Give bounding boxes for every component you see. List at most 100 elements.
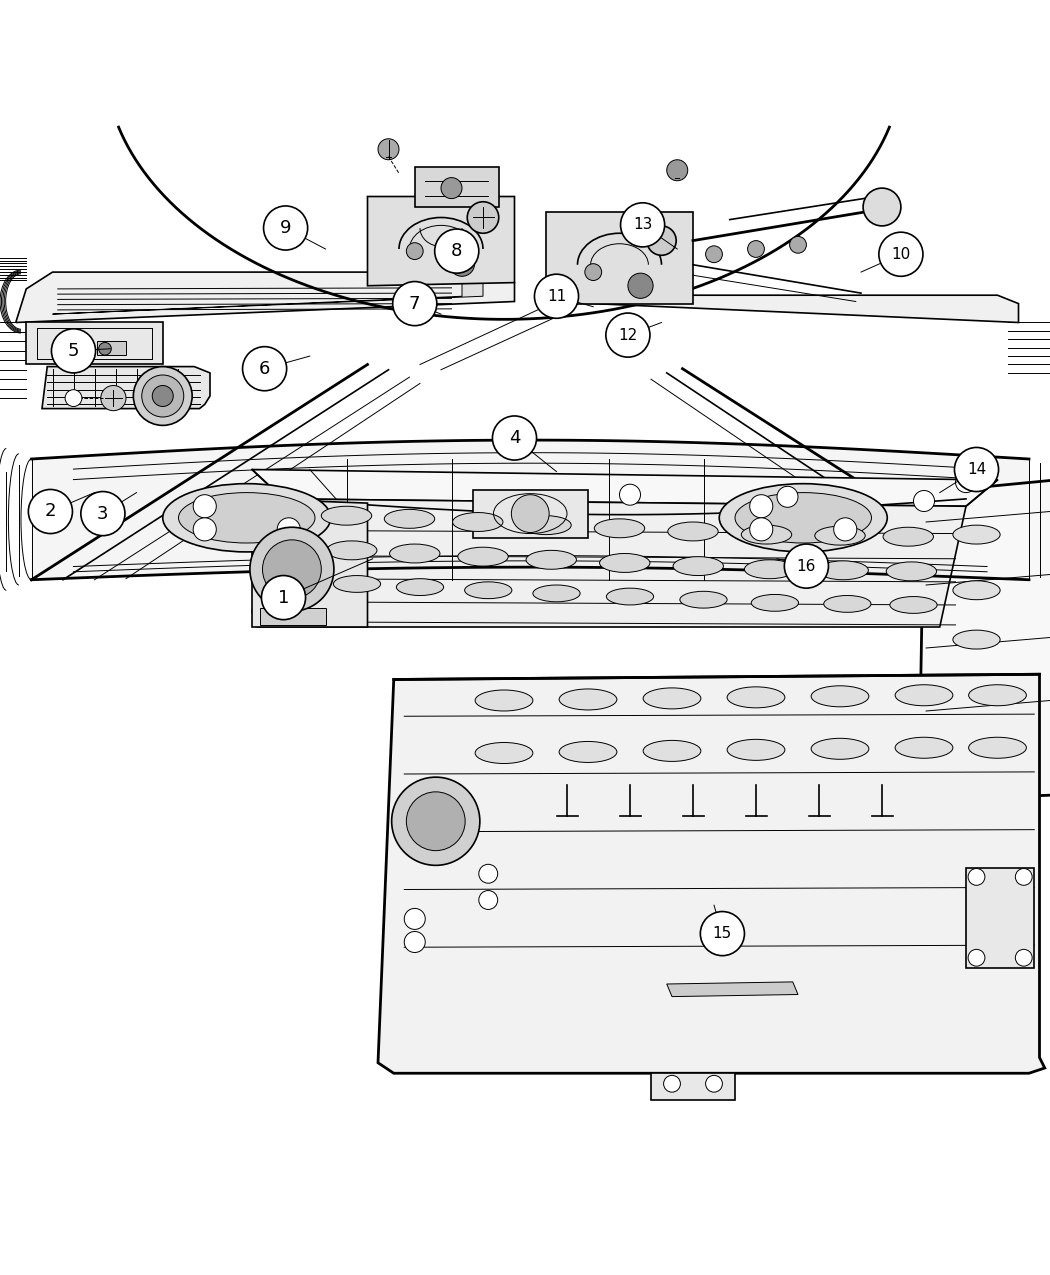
Ellipse shape <box>727 687 785 708</box>
Circle shape <box>606 314 650 357</box>
Ellipse shape <box>735 492 872 543</box>
Ellipse shape <box>668 521 718 541</box>
Circle shape <box>750 495 773 518</box>
Ellipse shape <box>321 506 372 525</box>
Polygon shape <box>919 479 1050 801</box>
Ellipse shape <box>559 688 617 710</box>
Ellipse shape <box>458 547 508 566</box>
Ellipse shape <box>895 685 953 706</box>
Circle shape <box>700 912 744 956</box>
Polygon shape <box>546 212 693 303</box>
Ellipse shape <box>744 560 795 579</box>
Polygon shape <box>260 608 326 625</box>
Ellipse shape <box>727 740 785 760</box>
Ellipse shape <box>178 492 315 543</box>
Text: 2: 2 <box>45 502 56 520</box>
Circle shape <box>441 177 462 199</box>
Circle shape <box>99 343 111 354</box>
Circle shape <box>142 375 184 417</box>
Circle shape <box>243 347 287 390</box>
Text: 4: 4 <box>509 428 520 448</box>
Circle shape <box>479 864 498 884</box>
Text: 3: 3 <box>98 505 108 523</box>
Polygon shape <box>32 440 1029 580</box>
Text: 8: 8 <box>452 242 462 260</box>
Circle shape <box>863 189 901 226</box>
Ellipse shape <box>886 562 937 581</box>
Ellipse shape <box>521 515 571 534</box>
Circle shape <box>777 486 798 507</box>
Circle shape <box>81 492 125 536</box>
Ellipse shape <box>752 594 798 611</box>
Ellipse shape <box>526 551 576 569</box>
Ellipse shape <box>475 690 532 711</box>
Circle shape <box>28 490 72 533</box>
Text: 13: 13 <box>633 217 652 232</box>
Polygon shape <box>52 275 483 314</box>
Circle shape <box>492 416 537 460</box>
Circle shape <box>585 264 602 280</box>
Circle shape <box>193 518 216 541</box>
Ellipse shape <box>823 595 872 612</box>
Circle shape <box>1015 950 1032 966</box>
Circle shape <box>467 201 499 233</box>
Ellipse shape <box>390 544 440 564</box>
Ellipse shape <box>453 513 503 532</box>
Circle shape <box>133 367 192 426</box>
Ellipse shape <box>680 592 727 608</box>
Ellipse shape <box>811 738 869 760</box>
Text: 5: 5 <box>68 342 79 360</box>
Ellipse shape <box>883 528 933 546</box>
Circle shape <box>956 472 976 492</box>
Circle shape <box>628 273 653 298</box>
Circle shape <box>51 329 96 372</box>
Polygon shape <box>252 499 966 627</box>
Ellipse shape <box>895 737 953 759</box>
Circle shape <box>664 1075 680 1093</box>
Text: 1: 1 <box>278 589 289 607</box>
Text: 10: 10 <box>891 247 910 261</box>
Ellipse shape <box>818 561 868 580</box>
Ellipse shape <box>953 581 1000 599</box>
Polygon shape <box>252 469 998 506</box>
Circle shape <box>479 890 498 909</box>
Circle shape <box>449 251 475 277</box>
Polygon shape <box>966 868 1034 968</box>
Circle shape <box>261 575 306 620</box>
Ellipse shape <box>607 588 653 604</box>
Ellipse shape <box>397 579 443 595</box>
Ellipse shape <box>643 741 701 761</box>
Ellipse shape <box>559 742 617 762</box>
Ellipse shape <box>811 686 869 706</box>
Ellipse shape <box>953 630 1000 649</box>
Ellipse shape <box>968 737 1027 759</box>
Ellipse shape <box>384 510 435 528</box>
Polygon shape <box>667 982 798 997</box>
Ellipse shape <box>475 742 532 764</box>
Circle shape <box>1015 868 1032 885</box>
Ellipse shape <box>600 553 650 572</box>
Polygon shape <box>472 491 588 538</box>
Text: 14: 14 <box>967 462 986 477</box>
Circle shape <box>65 390 82 407</box>
Polygon shape <box>42 367 210 408</box>
Circle shape <box>834 518 857 541</box>
Circle shape <box>968 868 985 885</box>
Ellipse shape <box>741 525 792 544</box>
Circle shape <box>621 203 665 247</box>
Ellipse shape <box>464 581 512 599</box>
Circle shape <box>262 539 321 599</box>
Circle shape <box>784 544 828 588</box>
Circle shape <box>511 495 549 533</box>
Circle shape <box>748 241 764 258</box>
Ellipse shape <box>327 541 377 560</box>
Polygon shape <box>651 1074 735 1099</box>
Circle shape <box>954 448 999 492</box>
Circle shape <box>404 908 425 929</box>
Text: 11: 11 <box>547 288 566 303</box>
Circle shape <box>378 139 399 159</box>
Ellipse shape <box>719 483 887 552</box>
Circle shape <box>879 232 923 277</box>
Ellipse shape <box>815 527 865 546</box>
Ellipse shape <box>532 585 580 602</box>
